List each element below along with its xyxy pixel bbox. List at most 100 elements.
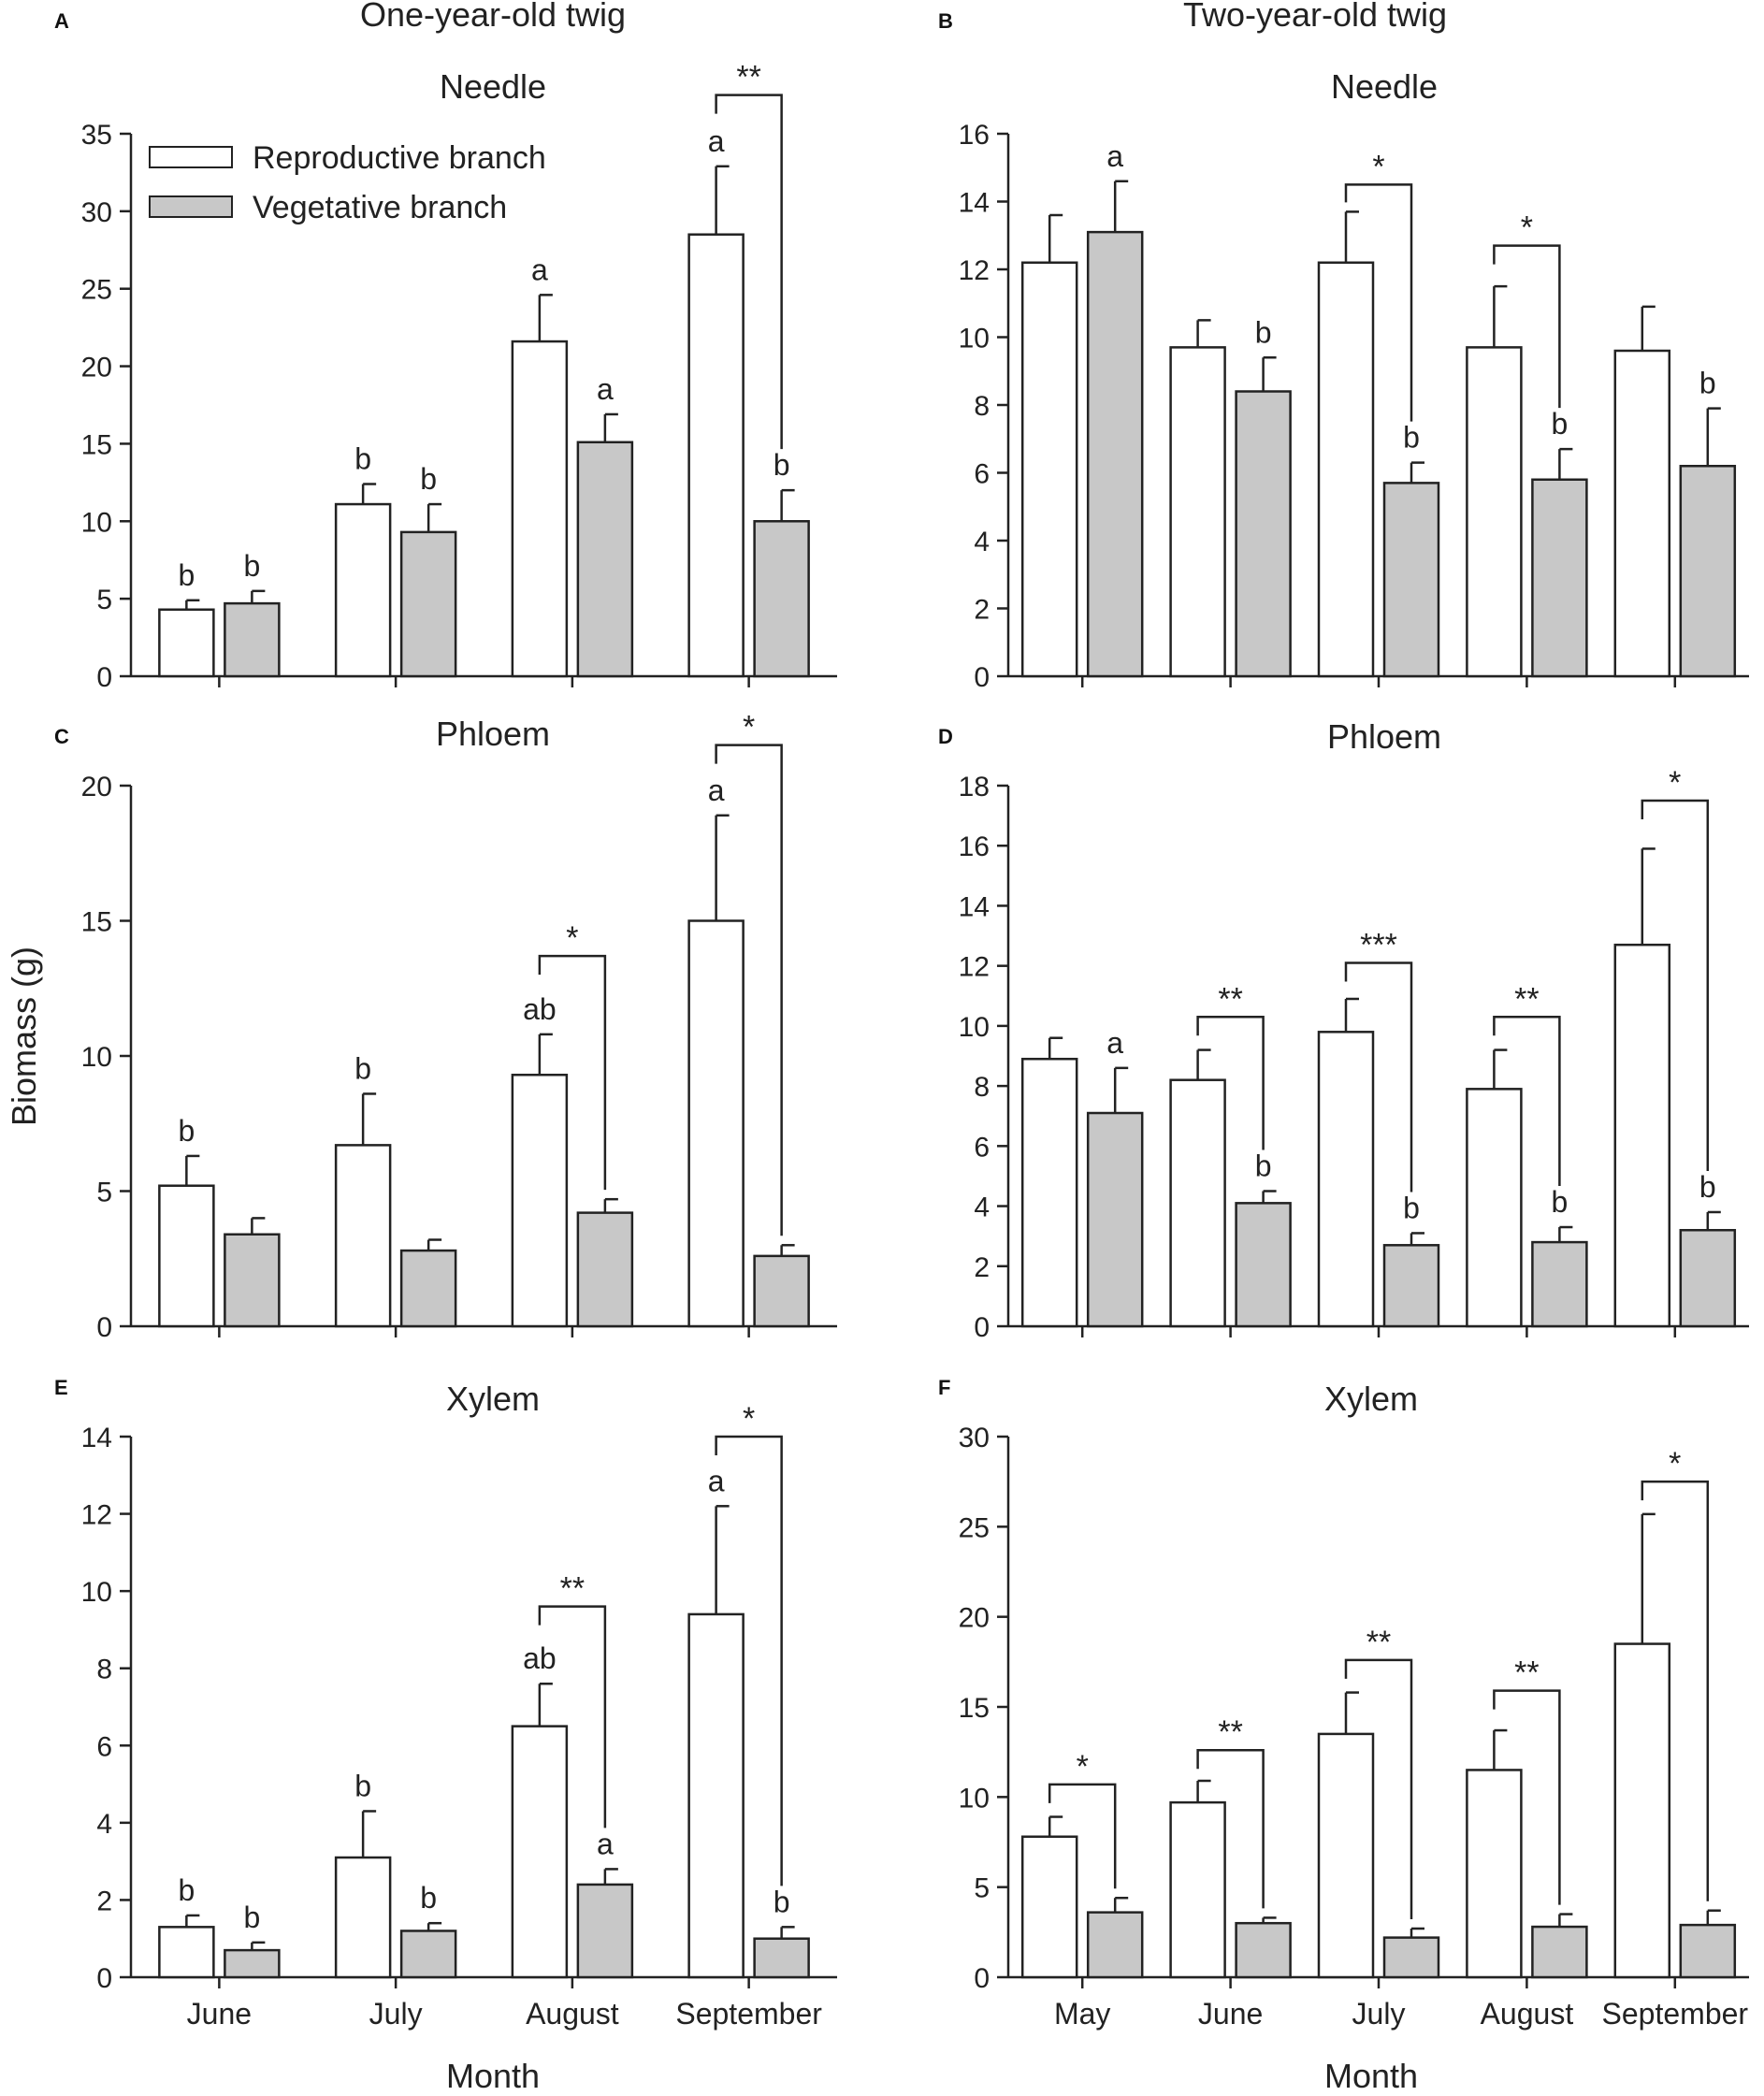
bar-reproductive [158, 1926, 215, 1979]
group-letter: b [1699, 367, 1716, 400]
significance-label: * [566, 920, 578, 956]
x-tick-label-september: September [675, 1997, 822, 2031]
panel-letter-C: C [54, 725, 69, 748]
y-tick-label: 12 [959, 255, 990, 286]
significance-label: ** [1514, 1655, 1539, 1691]
significance-label: ** [1218, 1714, 1242, 1750]
column-title-right: Two-year-old twig [1183, 0, 1447, 34]
significance-label: * [1669, 1446, 1681, 1482]
significance-bracket [1048, 1783, 1117, 1889]
y-tick-label: 15 [81, 907, 112, 938]
y-tick-label: 10 [959, 324, 990, 354]
y-tick-label: 14 [81, 1423, 112, 1453]
bar-vegetative [1531, 1925, 1588, 1979]
y-tick-label: 0 [974, 662, 990, 693]
y-tick-label: 20 [81, 772, 112, 802]
x-axis-title-left: Month [446, 2057, 540, 2095]
group-letter: a [1106, 139, 1123, 173]
panel-title-B: Needle [1331, 67, 1438, 106]
group-letter: b [178, 1114, 195, 1148]
bar-reproductive [1613, 943, 1671, 1328]
group-letter: b [243, 549, 260, 583]
bar-vegetative [1235, 390, 1292, 678]
group-letter: ab [523, 1641, 557, 1675]
significance-bracket [538, 1605, 607, 1829]
y-tick-label: 4 [974, 1193, 990, 1223]
significance-bracket [1344, 183, 1413, 422]
panel-letter-E: E [54, 1376, 68, 1399]
group-letter: b [243, 1901, 260, 1934]
significance-bracket [1493, 1689, 1561, 1905]
x-axis-title-right: Month [1324, 2057, 1418, 2095]
bar-reproductive [1317, 1732, 1375, 1979]
bar-reproductive [334, 1856, 392, 1979]
significance-label: * [743, 1401, 755, 1437]
significance-label: ** [1366, 1625, 1391, 1660]
bar-reproductive [1020, 1835, 1078, 1979]
group-letter: a [708, 1464, 725, 1497]
significance-label: ** [736, 60, 760, 95]
significance-bracket [538, 954, 607, 1191]
significance-label: ** [560, 1571, 585, 1607]
panel-E: E Xylem02468101214JunebbJulybbAugustaba**… [54, 1376, 837, 2031]
y-tick-label: 2 [974, 595, 990, 626]
group-letter: a [708, 773, 725, 807]
y-tick-label: 5 [974, 1873, 990, 1904]
group-letter: b [774, 1885, 790, 1918]
bar-reproductive [1466, 1769, 1523, 1979]
bar-vegetative [224, 1948, 281, 1979]
y-tick-label: 8 [974, 391, 990, 422]
panel-title-A: Needle [440, 67, 546, 106]
x-tick-label-august: August [1481, 1997, 1574, 2031]
bar-reproductive [687, 919, 745, 1328]
y-tick-label: 25 [959, 1512, 990, 1543]
significance-label: *** [1360, 927, 1397, 962]
y-tick-label: 8 [96, 1655, 112, 1685]
panel-letter-D: D [938, 725, 953, 748]
bar-vegetative [1235, 1921, 1292, 1979]
y-tick-label: 4 [974, 527, 990, 557]
panel-letter-B: B [938, 9, 953, 33]
significance-bracket [1641, 799, 1710, 1171]
panel-title-E: Xylem [446, 1380, 540, 1418]
y-tick-label: 30 [959, 1423, 990, 1453]
significance-bracket [1344, 961, 1413, 1193]
legend-swatch-reproductive [149, 146, 233, 168]
group-letter: b [1552, 407, 1569, 441]
x-tick-label-september: September [1602, 1997, 1749, 2031]
bar-reproductive [158, 608, 215, 678]
significance-label: * [1669, 765, 1681, 801]
bar-vegetative [753, 520, 810, 678]
significance-bracket [1196, 1748, 1265, 1909]
panel-B: B Needle 0 2 4 6 8 10 12 14 16 a b b * b * b [938, 9, 1749, 693]
bar-reproductive [1317, 261, 1375, 678]
significance-label: * [1372, 149, 1384, 184]
bar-vegetative [1086, 230, 1144, 678]
bar-reproductive [511, 340, 569, 678]
bar-vegetative [224, 601, 281, 678]
bar-vegetative [753, 1254, 810, 1328]
x-tick-label-may: May [1054, 1997, 1110, 2031]
panel-A: A Needle 0 5 10 15 20 25 30 35 b b b b a a a b ** [54, 9, 837, 693]
group-letter: ab [523, 992, 557, 1026]
y-tick-label: 16 [959, 831, 990, 862]
y-tick-label: 2 [974, 1252, 990, 1283]
x-tick-label-july: July [1352, 1997, 1406, 2031]
panel-title-F: Xylem [1324, 1380, 1418, 1418]
bar-vegetative [576, 441, 634, 678]
group-letter: b [1255, 1149, 1272, 1183]
column-title-left: One-year-old twig [360, 0, 626, 34]
group-letter: b [420, 462, 437, 496]
bar-reproductive [1169, 346, 1226, 678]
group-letter: b [774, 448, 790, 482]
group-letter: b [354, 1051, 371, 1085]
bar-reproductive [511, 1725, 569, 1979]
group-letter: b [1552, 1185, 1569, 1219]
y-tick-label: 0 [974, 1963, 990, 1994]
y-tick-label: 20 [81, 353, 112, 383]
group-letter: b [354, 1769, 371, 1802]
x-tick-label-june: June [1198, 1997, 1263, 2031]
y-tick-label: 10 [81, 1577, 112, 1608]
y-tick-label: 12 [959, 952, 990, 983]
